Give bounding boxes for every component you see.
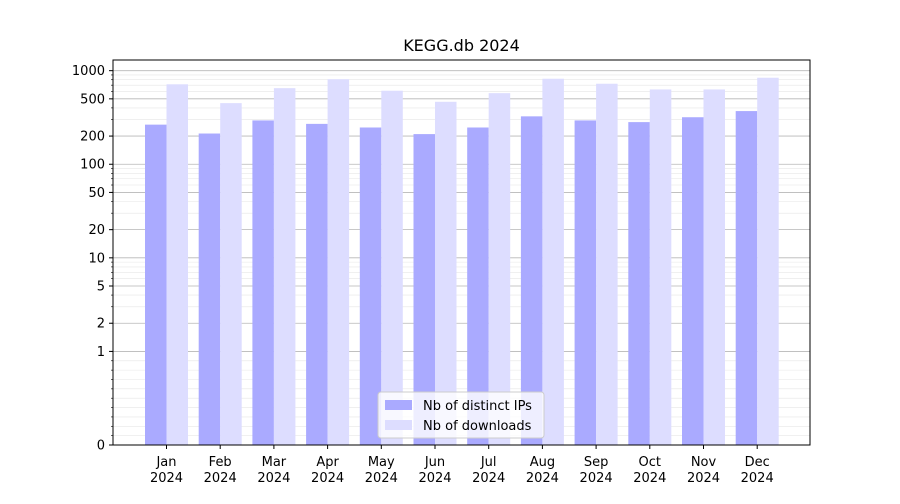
x-tick-label: Feb 2024 <box>204 455 237 486</box>
bar-distinct-ips <box>198 133 221 445</box>
x-tick-label: Jul 2024 <box>472 455 505 486</box>
bar-downloads <box>220 103 242 445</box>
y-tick-label: 20 <box>88 223 105 238</box>
x-axis: Jan 2024 Feb 2024 Mar 2024 Apr 2024 May 2024 Jun 20… <box>150 445 774 486</box>
y-tick-label: 1 <box>97 345 105 360</box>
bar-distinct-ips <box>145 124 167 445</box>
bar-distinct-ips <box>628 122 650 446</box>
bar-downloads <box>381 90 403 446</box>
bar-distinct-ips <box>252 120 274 445</box>
plot-frame <box>112 59 811 446</box>
bar-downloads <box>166 84 188 445</box>
bar-downloads <box>273 88 296 446</box>
bar-downloads <box>327 79 350 445</box>
y-tick-label: 500 <box>80 92 105 107</box>
bar-downloads <box>435 101 457 446</box>
bar-distinct-ips <box>306 123 328 445</box>
bar-distinct-ips <box>520 116 543 445</box>
y-tick-label: 10 <box>88 251 105 266</box>
y-tick-label: 50 <box>88 186 105 201</box>
y-tick-label: 0 <box>97 439 105 454</box>
bar-distinct-ips <box>467 127 489 445</box>
bar-distinct-ips <box>735 111 758 445</box>
bar-distinct-ips <box>359 127 382 445</box>
bar-distinct-ips <box>574 120 597 445</box>
y-tick-label: 5 <box>97 280 105 295</box>
legend-label: Nb of distinct IPs <box>423 399 532 414</box>
x-tick-label: May 2024 <box>365 455 398 486</box>
bar-downloads <box>703 89 725 446</box>
legend: Nb of distinct IPs Nb of downloads <box>377 391 545 439</box>
legend-swatch <box>385 400 412 410</box>
bar-distinct-ips <box>682 117 704 445</box>
bars-group <box>145 77 779 446</box>
bar-downloads <box>596 83 618 445</box>
legend-swatch <box>385 420 412 430</box>
x-tick-label: Nov 2024 <box>687 455 720 486</box>
legend-box <box>377 391 545 439</box>
chart-title: KEGG.db 2024 <box>403 36 520 55</box>
x-tick-label: Jan 2024 <box>150 455 183 486</box>
y-tick-label: 200 <box>80 130 105 145</box>
bar-downloads <box>757 77 779 445</box>
bar-distinct-ips <box>413 134 435 446</box>
x-tick-label: Aug 2024 <box>526 455 559 486</box>
x-tick-label: Sep 2024 <box>580 455 613 486</box>
y-axis: 0 1 2 5 10 20 50 100 200 500 1000 <box>72 64 113 454</box>
x-tick-label: Mar 2024 <box>257 455 290 486</box>
legend-label: Nb of downloads <box>423 419 532 434</box>
bar-downloads <box>542 78 564 446</box>
x-tick-label: Apr 2024 <box>311 455 344 486</box>
x-tick-label: Jun 2024 <box>418 455 451 486</box>
bar-downloads <box>488 93 511 446</box>
x-tick-label: Dec 2024 <box>741 455 774 486</box>
bar-downloads <box>649 89 672 446</box>
y-tick-label: 1000 <box>72 64 105 79</box>
y-tick-label: 100 <box>80 158 105 173</box>
y-tick-label: 2 <box>97 317 105 332</box>
x-tick-label: Oct 2024 <box>633 455 666 486</box>
